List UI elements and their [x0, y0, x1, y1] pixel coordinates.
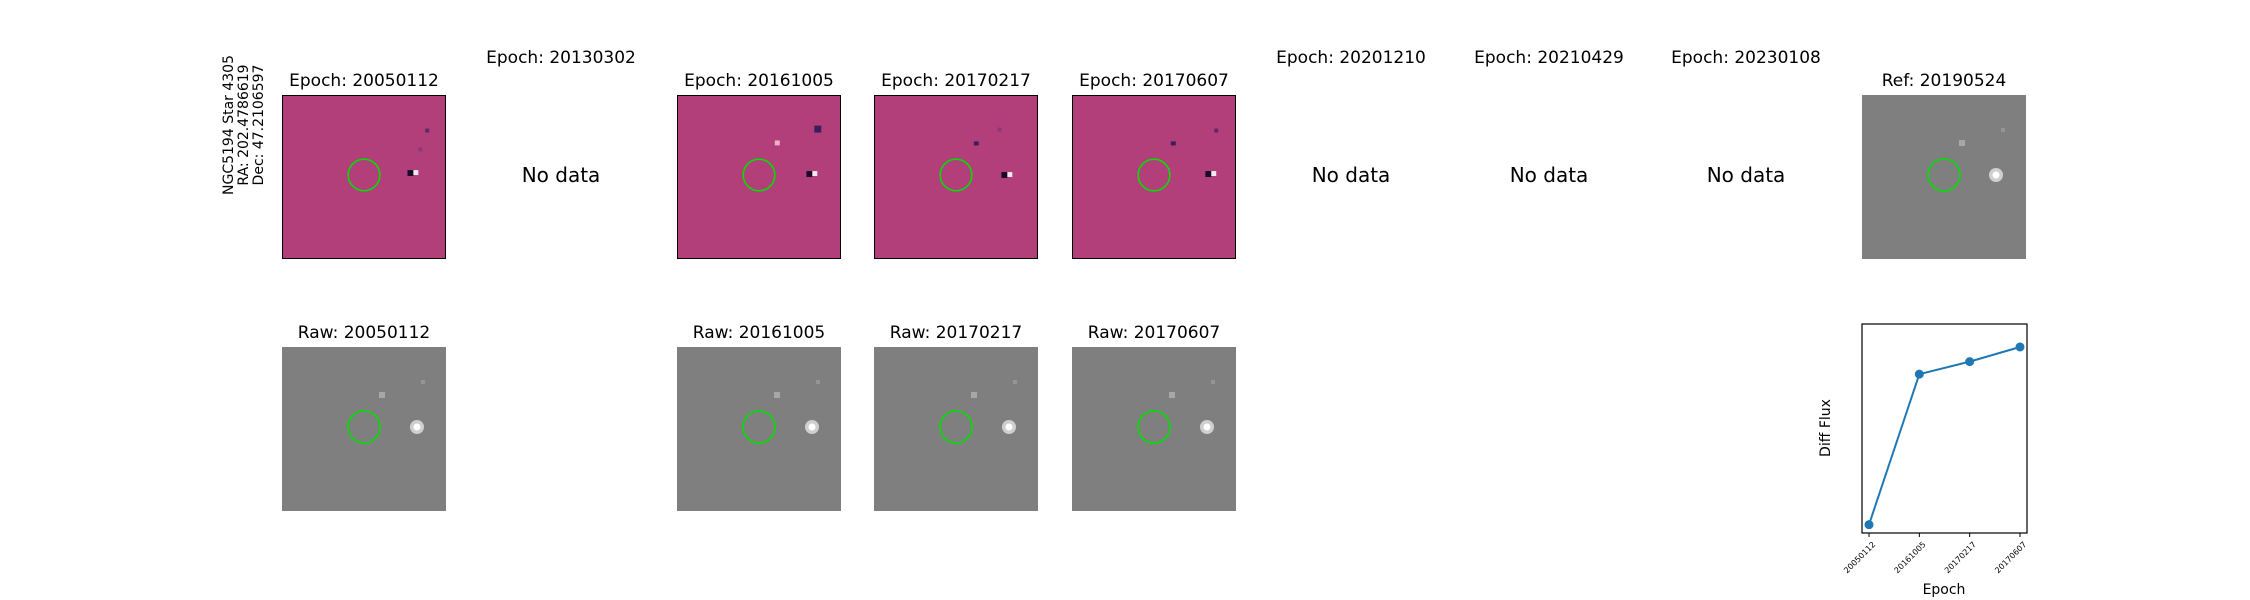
epoch-title-20230108: Epoch: 20230108 — [1671, 48, 1821, 68]
y-axis-label: Diff Flux — [1818, 399, 1834, 457]
no-data-20201210: No data — [1311, 163, 1391, 187]
raw-image-20050112 — [282, 347, 446, 511]
series-line — [1868, 346, 2021, 525]
raw-title-20170607: Raw: 20170607 — [1087, 323, 1221, 343]
star-label: NGC5194 Star 4305 RA: 202.4786619 Dec: 4… — [221, 5, 267, 245]
star-dec: Dec: 47.2106597 — [251, 64, 267, 186]
epoch-title-20170607: Epoch: 20170607 — [1079, 71, 1229, 91]
epoch-title-20130302: Epoch: 20130302 — [486, 48, 636, 68]
star-name: NGC5194 Star 4305 — [221, 55, 237, 195]
epoch-title-20210429: Epoch: 20210429 — [1474, 48, 1624, 68]
epoch-title-20161005: Epoch: 20161005 — [684, 71, 834, 91]
light-curve-chart: 20050112 20161005 20170217 20170607 Diff Fl… — [1818, 323, 2028, 598]
ref-title: Ref: 20190524 — [1881, 71, 2007, 91]
raw-title-20170217: Raw: 20170217 — [889, 323, 1023, 343]
raw-title-20050112: Raw: 20050112 — [297, 323, 431, 343]
data-point — [1914, 369, 1924, 379]
no-data-20130302: No data — [521, 163, 601, 187]
no-data-20230108: No data — [1706, 163, 1786, 187]
no-data-20210429: No data — [1509, 163, 1589, 187]
reference-image — [1862, 95, 2026, 259]
star-ra: RA: 202.4786619 — [236, 64, 252, 186]
x-tick-label: 20050112 — [1842, 540, 1877, 575]
epoch-title-20170217: Epoch: 20170217 — [881, 71, 1031, 91]
raw-title-20161005: Raw: 20161005 — [692, 323, 826, 343]
data-point — [2015, 342, 2025, 352]
plot-frame — [1861, 323, 2028, 534]
raw-image-20170217 — [874, 347, 1038, 511]
x-tick-label: 20161005 — [1893, 540, 1928, 575]
diff-image-20050112 — [282, 95, 446, 259]
x-axis-label: Epoch — [1923, 582, 1966, 598]
raw-image-20170607 — [1072, 347, 1236, 511]
diff-image-20170217 — [874, 95, 1038, 259]
x-tick-label: 20170217 — [1943, 540, 1978, 575]
epoch-title-20201210: Epoch: 20201210 — [1276, 48, 1426, 68]
epoch-title-20050112: Epoch: 20050112 — [289, 71, 439, 91]
raw-image-20161005 — [677, 347, 841, 511]
x-tick-label: 20170607 — [1993, 540, 2028, 575]
diff-image-20170607 — [1072, 95, 1236, 259]
data-point — [1965, 357, 1975, 367]
data-point — [1864, 520, 1874, 530]
diff-image-20161005 — [677, 95, 841, 259]
